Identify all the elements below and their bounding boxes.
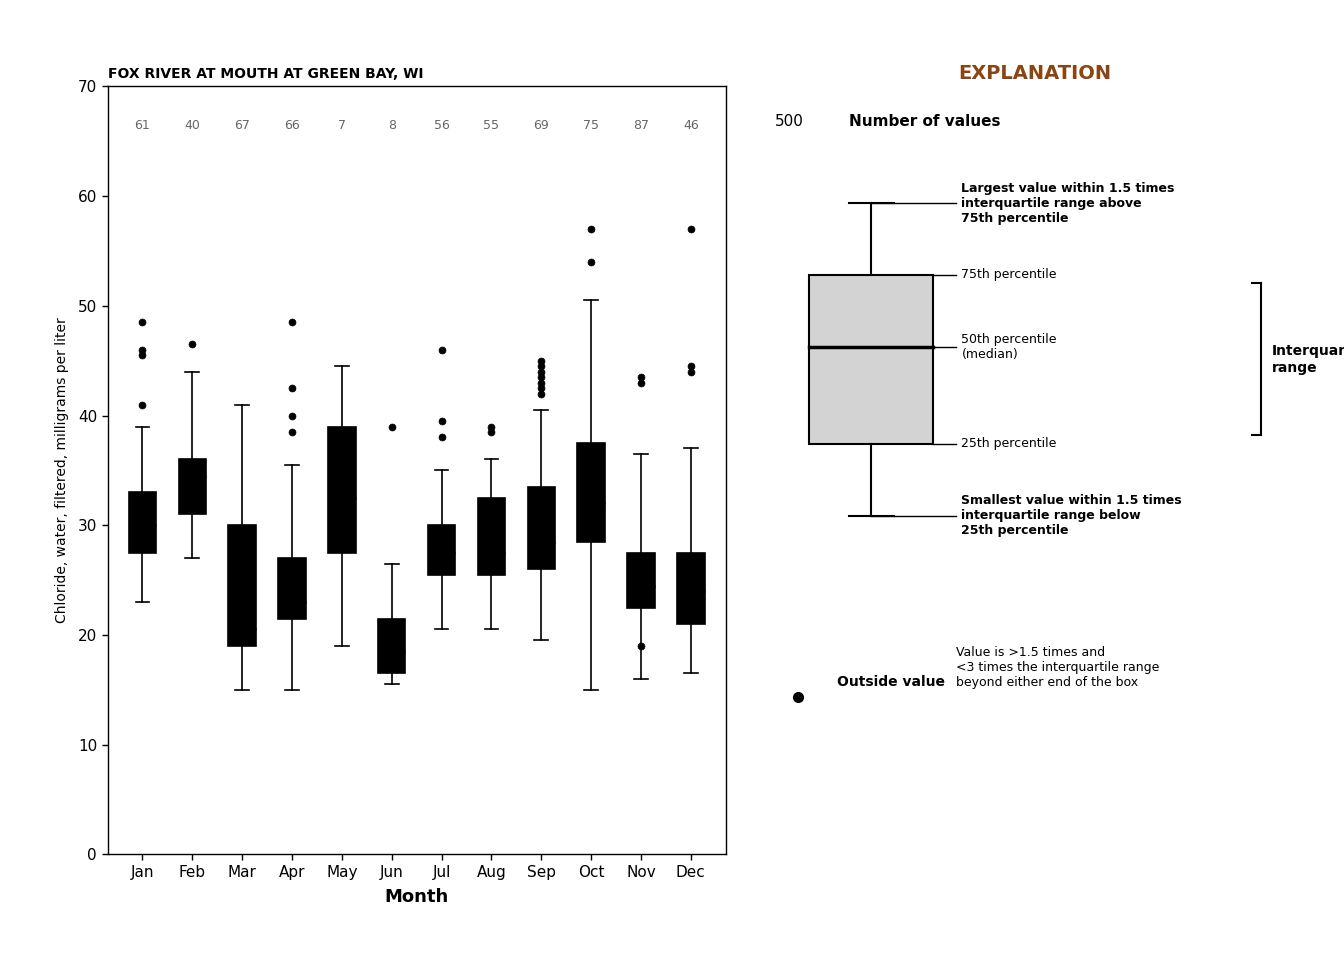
Text: FOX RIVER AT MOUTH AT GREEN BAY, WI: FOX RIVER AT MOUTH AT GREEN BAY, WI (108, 67, 423, 81)
PathPatch shape (528, 487, 555, 569)
Text: 75: 75 (583, 119, 599, 132)
PathPatch shape (578, 443, 605, 541)
PathPatch shape (378, 618, 406, 673)
Text: 500: 500 (775, 114, 804, 130)
PathPatch shape (129, 492, 156, 553)
Text: 66: 66 (284, 119, 300, 132)
Text: 75th percentile: 75th percentile (961, 269, 1056, 281)
PathPatch shape (628, 553, 655, 608)
Text: 69: 69 (534, 119, 550, 132)
PathPatch shape (477, 498, 505, 575)
Y-axis label: Chloride, water, filtered, milligrams per liter: Chloride, water, filtered, milligrams pe… (55, 318, 70, 623)
Text: Value is >1.5 times and
<3 times the interquartile range
beyond either end of th: Value is >1.5 times and <3 times the int… (956, 646, 1160, 689)
Text: 56: 56 (434, 119, 449, 132)
PathPatch shape (328, 426, 356, 553)
Text: Smallest value within 1.5 times
interquartile range below
25th percentile: Smallest value within 1.5 times interqua… (961, 494, 1183, 538)
X-axis label: Month: Month (384, 888, 449, 906)
Bar (809, 275, 933, 444)
Text: Outside value: Outside value (837, 675, 945, 689)
PathPatch shape (278, 558, 305, 618)
Text: 87: 87 (633, 119, 649, 132)
Text: 55: 55 (484, 119, 500, 132)
PathPatch shape (228, 525, 255, 646)
Text: EXPLANATION: EXPLANATION (958, 63, 1111, 83)
Text: 7: 7 (337, 119, 345, 132)
Text: 40: 40 (184, 119, 200, 132)
Text: 67: 67 (234, 119, 250, 132)
Text: 25th percentile: 25th percentile (961, 438, 1056, 450)
Text: Largest value within 1.5 times
interquartile range above
75th percentile: Largest value within 1.5 times interquar… (961, 181, 1175, 225)
Text: 61: 61 (134, 119, 151, 132)
Text: Interquartile
range: Interquartile range (1271, 345, 1344, 374)
Text: 8: 8 (387, 119, 395, 132)
PathPatch shape (427, 525, 456, 575)
PathPatch shape (179, 460, 206, 515)
Text: Number of values: Number of values (848, 114, 1000, 130)
Text: 50th percentile
(median): 50th percentile (median) (961, 333, 1056, 361)
Text: 46: 46 (683, 119, 699, 132)
PathPatch shape (677, 553, 704, 624)
